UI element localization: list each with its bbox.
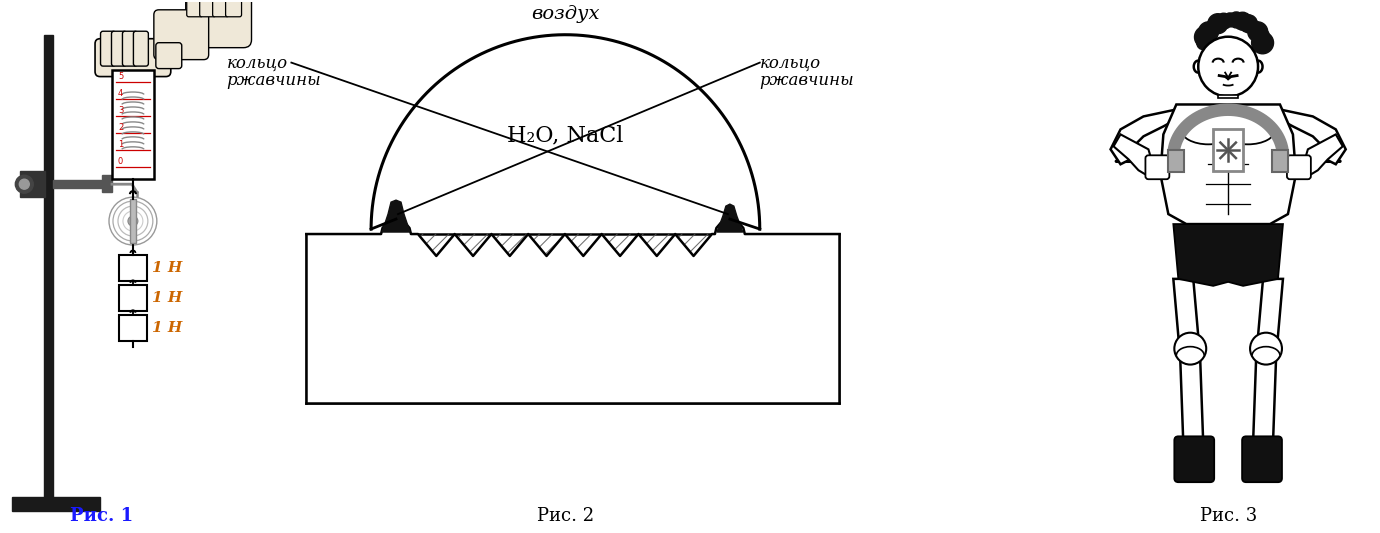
Bar	[54, 180, 105, 188]
Text: Рис. 2: Рис. 2	[537, 507, 593, 525]
FancyBboxPatch shape	[153, 10, 208, 60]
Bar	[102, 175, 112, 192]
Circle shape	[1196, 36, 1210, 50]
Bar	[306, 234, 839, 403]
FancyBboxPatch shape	[1174, 437, 1214, 482]
FancyBboxPatch shape	[186, 0, 203, 17]
Text: кольцо: кольцо	[226, 55, 287, 71]
Circle shape	[123, 211, 144, 231]
Circle shape	[15, 175, 33, 193]
Circle shape	[113, 201, 153, 241]
FancyBboxPatch shape	[156, 43, 182, 69]
Bar	[119, 315, 146, 341]
Polygon shape	[1111, 109, 1176, 164]
Circle shape	[1252, 32, 1274, 54]
Circle shape	[1228, 12, 1245, 28]
Circle shape	[1216, 13, 1231, 29]
Text: коррозия: коррозия	[584, 325, 667, 342]
Circle shape	[19, 179, 29, 189]
Text: 1 Н: 1 Н	[152, 321, 182, 335]
FancyBboxPatch shape	[134, 31, 149, 66]
Circle shape	[1250, 333, 1282, 365]
Bar	[12, 497, 99, 511]
Circle shape	[109, 197, 157, 245]
Text: Рис. 1: Рис. 1	[70, 507, 134, 525]
Text: 5: 5	[117, 71, 123, 80]
Text: железо: железо	[326, 340, 395, 357]
Text: 3: 3	[117, 106, 123, 115]
Circle shape	[1208, 14, 1228, 34]
FancyBboxPatch shape	[112, 31, 127, 66]
Text: ржавчины: ржавчины	[226, 71, 322, 88]
Polygon shape	[1173, 279, 1201, 359]
Polygon shape	[1114, 134, 1158, 176]
Polygon shape	[1299, 134, 1343, 176]
Text: металла: металла	[585, 347, 665, 364]
Circle shape	[1223, 13, 1236, 27]
Text: 1 Н: 1 Н	[152, 291, 182, 305]
FancyBboxPatch shape	[1242, 437, 1282, 482]
Bar	[119, 255, 146, 281]
Bar	[1219, 94, 1238, 99]
Bar	[112, 70, 153, 179]
Circle shape	[1239, 15, 1257, 33]
Polygon shape	[1180, 361, 1203, 443]
FancyBboxPatch shape	[1288, 155, 1311, 179]
FancyBboxPatch shape	[213, 0, 229, 17]
Text: воздух: воздух	[531, 5, 600, 23]
Circle shape	[117, 206, 148, 236]
Text: 2: 2	[117, 123, 123, 132]
Bar	[21, 171, 46, 197]
FancyBboxPatch shape	[101, 31, 116, 66]
FancyBboxPatch shape	[186, 0, 251, 47]
Bar	[1272, 150, 1288, 172]
FancyBboxPatch shape	[95, 39, 171, 77]
Polygon shape	[1281, 109, 1346, 164]
Circle shape	[1248, 22, 1268, 42]
Circle shape	[1246, 20, 1260, 34]
Circle shape	[1195, 26, 1216, 48]
FancyBboxPatch shape	[123, 31, 138, 66]
Text: H₂O, NaCl: H₂O, NaCl	[508, 125, 624, 147]
Text: Рис. 3: Рис. 3	[1199, 507, 1257, 525]
Circle shape	[128, 216, 138, 226]
FancyBboxPatch shape	[200, 0, 215, 17]
Polygon shape	[1173, 224, 1283, 286]
Bar	[119, 285, 146, 311]
Text: 1 Н: 1 Н	[152, 261, 182, 275]
Bar	[44, 35, 54, 505]
FancyBboxPatch shape	[225, 0, 241, 17]
Text: 0: 0	[117, 157, 123, 166]
Text: 1: 1	[117, 140, 123, 149]
Polygon shape	[1161, 104, 1296, 224]
Bar	[1213, 130, 1243, 171]
Circle shape	[1206, 20, 1220, 34]
Polygon shape	[382, 200, 410, 232]
Polygon shape	[1256, 279, 1283, 359]
Circle shape	[1199, 22, 1219, 42]
Text: ржавчины: ржавчины	[760, 71, 854, 88]
Circle shape	[1234, 12, 1252, 30]
Text: 4: 4	[117, 88, 123, 98]
Circle shape	[1174, 333, 1206, 365]
Bar	[130, 199, 135, 243]
Bar	[1169, 150, 1184, 172]
FancyBboxPatch shape	[1145, 155, 1169, 179]
Polygon shape	[306, 221, 839, 403]
Polygon shape	[1253, 361, 1276, 443]
Text: кольцо: кольцо	[760, 55, 821, 71]
Polygon shape	[716, 204, 742, 232]
Circle shape	[1198, 37, 1259, 96]
Circle shape	[1252, 28, 1270, 46]
